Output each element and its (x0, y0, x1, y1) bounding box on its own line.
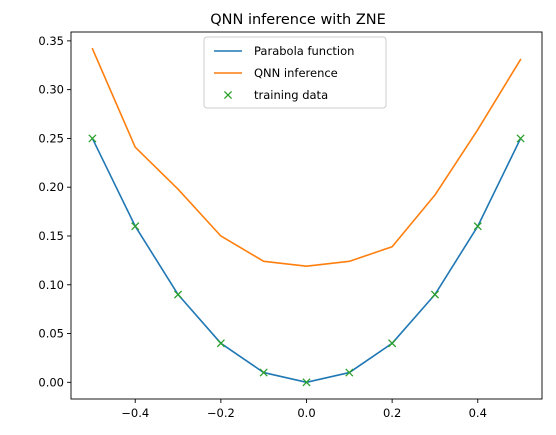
data-point (216, 339, 225, 348)
data-point (131, 222, 140, 231)
data-point-stroke (345, 368, 354, 377)
data-point (430, 290, 440, 299)
y-tick-label: 0.15 (38, 229, 64, 243)
data-point (473, 222, 482, 231)
legend-label: training data (254, 88, 328, 102)
data-point-stroke (388, 339, 397, 348)
data-point-stroke (173, 290, 183, 299)
legend: Parabola function QNN inference training d… (203, 36, 387, 109)
legend-swatch (223, 90, 233, 100)
data-point-stroke (216, 339, 225, 348)
data-point-stroke (302, 378, 311, 387)
y-tick-label: 0.30 (38, 83, 64, 97)
legend-label: Parabola function (254, 44, 354, 58)
series-line-0 (91, 137, 522, 384)
data-point (388, 339, 397, 348)
data-point (259, 368, 268, 377)
chart-title: QNN inference with ZNE (210, 12, 386, 28)
y-tick-label: 0.35 (38, 34, 64, 48)
data-point (88, 134, 97, 143)
data-point (173, 290, 183, 299)
x-tick-label: 0.2 (383, 406, 401, 420)
data-point (302, 378, 311, 387)
series-line-1 (91, 47, 522, 268)
legend-box (203, 36, 387, 109)
data-point-stroke (430, 290, 440, 299)
plot-area (88, 47, 525, 387)
legend-label: QNN inference (254, 66, 338, 80)
y-tick-label: 0.20 (38, 180, 64, 194)
y-tick-label: 0.25 (38, 131, 64, 145)
y-tick-label: 0.10 (38, 278, 64, 292)
y-tick-label: 0.00 (38, 375, 64, 389)
data-point (516, 134, 525, 143)
data-point-stroke (516, 134, 525, 143)
data-point-stroke (131, 222, 140, 231)
axes: −0.4 −0.2 0.0 0.2 0.4 0.00 0.05 0.10 0.15 0.20 0.2… (38, 31, 543, 420)
x-tick-label: −0.4 (121, 406, 149, 420)
data-point (345, 368, 354, 377)
x-tick-label: −0.2 (207, 406, 235, 420)
data-point-stroke (88, 134, 97, 143)
x-tick-label: 0.4 (469, 406, 487, 420)
data-point-stroke (473, 222, 482, 231)
y-tick-label: 0.05 (38, 327, 64, 341)
x-tick-label: 0.0 (297, 406, 315, 420)
data-point-stroke (259, 368, 268, 377)
